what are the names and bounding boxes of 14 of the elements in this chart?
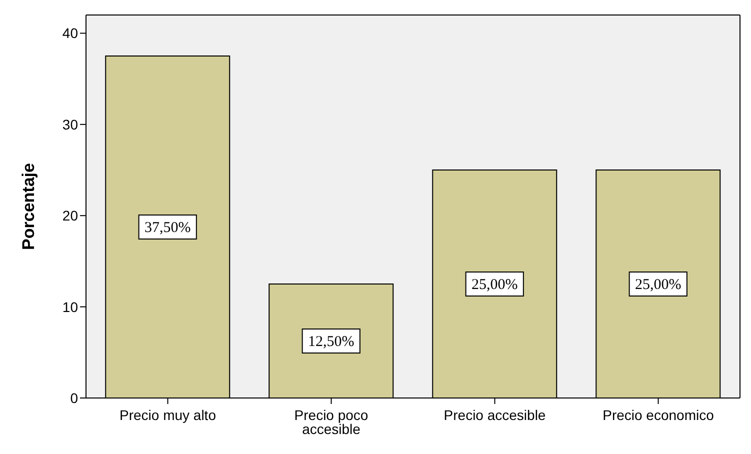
data-label: 25,00% xyxy=(634,277,682,294)
data-label: 37,50% xyxy=(144,220,191,236)
x-tick-label: Precio accesible xyxy=(444,406,546,423)
y-tick-label: 20 xyxy=(62,208,78,224)
y-axis-title: Porcentaje xyxy=(19,163,38,250)
y-tick-label: 40 xyxy=(62,25,78,42)
x-tick-label: Precio economico xyxy=(602,406,714,423)
y-tick-label: 0 xyxy=(70,390,78,406)
y-tick-label: 10 xyxy=(62,298,78,315)
x-tick-label: Precio muy alto xyxy=(120,406,216,423)
x-tick-label: Precio poco accesible xyxy=(294,406,368,437)
y-tick-label: 30 xyxy=(62,116,78,132)
data-label: 12,50% xyxy=(308,334,354,350)
data-label: 25,00% xyxy=(471,277,518,294)
